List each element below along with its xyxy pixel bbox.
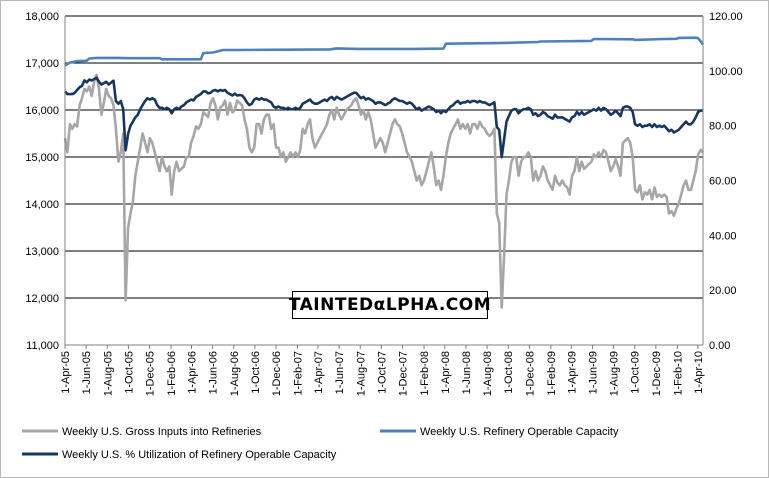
- axes: 11,000 12,000 13,000 14,000 15,000 16,000 17,0…: [25, 11, 742, 396]
- x-tick-label: 1-Apr-07: [313, 351, 325, 394]
- y-right-tick-label: 120.00: [709, 11, 743, 23]
- x-tick-label: 1-Apr-06: [186, 351, 198, 394]
- x-tick-label: 1-Apr-05: [60, 351, 72, 394]
- x-tick-label: 1-Apr-08: [440, 351, 452, 394]
- x-tick-label: 1-Aug-07: [355, 351, 367, 396]
- x-tick-label: 1-Jun-06: [208, 351, 220, 394]
- x-tick-label: 1-Apr-10: [693, 351, 705, 394]
- y-right-tick-label: 80.00: [709, 121, 737, 133]
- x-tick-label: 1-Apr-09: [566, 351, 578, 394]
- series-line-gross-inputs: [63, 73, 704, 309]
- x-tick-label: 1-Oct-06: [250, 351, 262, 394]
- x-tick-label: 1-Feb-09: [546, 351, 558, 396]
- x-tick-label: 1-Feb-08: [419, 351, 431, 396]
- y-right-tick-label: 40.00: [709, 230, 737, 242]
- y-left-tick-label: 17,000: [25, 58, 59, 70]
- legend-item-operable-capacity: Weekly U.S. Refinery Operable Capacity: [380, 426, 619, 438]
- watermark-text: TAINTEDαLPHA.COM: [288, 295, 492, 315]
- y-left-tick-label: 13,000: [25, 246, 59, 258]
- y-right-tick-label: 0.00: [709, 340, 730, 352]
- legend-item-gross-inputs: Weekly U.S. Gross Inputs into Refineries: [22, 426, 262, 438]
- y-left-tick-label: 11,000: [26, 340, 59, 352]
- legend-label: Weekly U.S. Refinery Operable Capacity: [420, 426, 619, 438]
- y-left-tick-label: 14,000: [25, 199, 59, 211]
- y-left-tick-label: 18,000: [25, 11, 59, 23]
- legend-item-utilization: Weekly U.S. % Utilization of Refinery Op…: [22, 449, 337, 461]
- y-right-tick-label: 60.00: [709, 176, 737, 188]
- x-tick-label: 1-Feb-07: [293, 351, 305, 396]
- y-right-tick-label: 100.00: [709, 66, 743, 78]
- x-tick-label: 1-Feb-06: [166, 351, 178, 396]
- x-tick-label: 1-Jun-09: [587, 351, 599, 394]
- y-left-tick-label: 16,000: [25, 105, 59, 117]
- x-tick-label: 1-Oct-08: [503, 351, 515, 394]
- x-tick-label: 1-Aug-06: [229, 351, 241, 396]
- x-tick-label: 1-Oct-09: [630, 351, 642, 394]
- x-tick-label: 1-Oct-05: [123, 351, 135, 394]
- legend-label: Weekly U.S. % Utilization of Refinery Op…: [62, 449, 337, 461]
- series-layer: [63, 36, 705, 309]
- x-tick-label: 1-Dec-07: [398, 351, 410, 396]
- x-tick-label: 1-Dec-05: [145, 351, 157, 396]
- series-line-utilization: [64, 76, 703, 159]
- x-tick-label: 1-Dec-09: [651, 351, 663, 396]
- x-tick-label: 1-Aug-08: [482, 351, 494, 396]
- watermark-logo: TAINTEDαLPHA.COM: [288, 291, 492, 319]
- x-tick-label: 1-Aug-09: [609, 351, 621, 396]
- x-tick-label: 1-Jun-05: [81, 351, 93, 394]
- legend: Weekly U.S. Gross Inputs into Refineries…: [22, 426, 619, 461]
- series-line-operable-capacity: [64, 36, 705, 67]
- x-tick-label: 1-Feb-10: [672, 351, 684, 396]
- legend-label: Weekly U.S. Gross Inputs into Refineries: [62, 426, 262, 438]
- y-left-tick-label: 12,000: [25, 293, 59, 305]
- gridlines: [65, 15, 703, 299]
- x-tick-label: 1-Jun-07: [334, 351, 346, 394]
- x-tick-label: 1-Jun-08: [461, 351, 473, 394]
- x-tick-label: 1-Dec-06: [271, 351, 283, 396]
- y-right-tick-label: 20.00: [709, 285, 737, 297]
- x-tick-label: 1-Oct-07: [376, 351, 388, 394]
- x-tick-label: 1-Aug-05: [102, 351, 114, 396]
- x-tick-label: 1-Dec-08: [524, 351, 536, 396]
- y-left-tick-label: 15,000: [25, 152, 59, 164]
